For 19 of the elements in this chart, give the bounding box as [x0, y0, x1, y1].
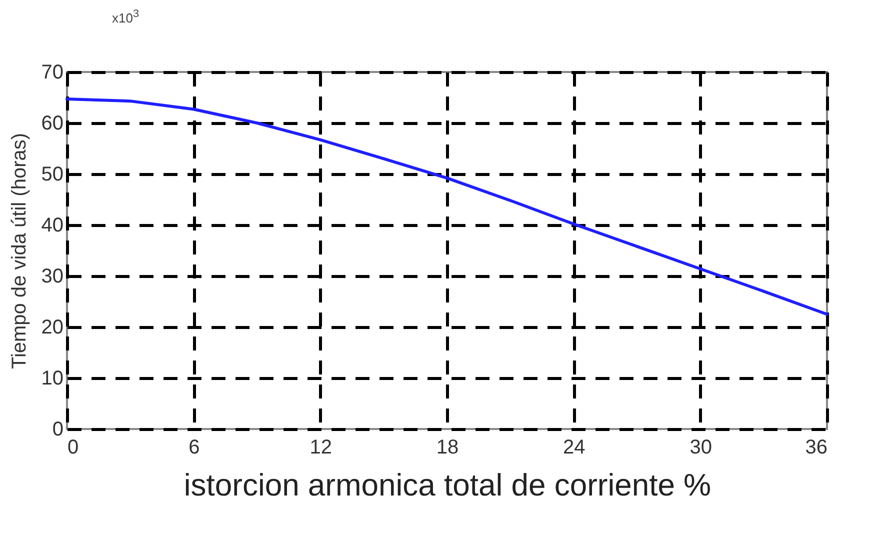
y-tick-label: 70 — [41, 62, 64, 84]
x-tick-label: 30 — [690, 436, 712, 458]
y-tick-label: 0 — [52, 418, 64, 440]
text: x10$^{3}$ — [112, 8, 139, 26]
x-tick-label: 36 — [805, 436, 828, 458]
x-tick-label: 24 — [563, 436, 586, 458]
y-tick-label: 20 — [41, 316, 64, 338]
y-tick-label: 30 — [41, 266, 64, 288]
y-tick-label: 50 — [41, 164, 64, 186]
x-tick-label: 6 — [188, 436, 200, 458]
x-tick-label: 0 — [68, 436, 79, 458]
y-tick-label: 60 — [41, 112, 64, 134]
x-axis-title: istorcion armonica total de corriente % — [184, 468, 712, 502]
x-tick-label: 12 — [310, 436, 332, 458]
line-series — [66, 98, 828, 316]
x-tick-label: 18 — [436, 436, 459, 458]
y-tick-label: 10 — [41, 368, 64, 390]
y-tick-label: 40 — [41, 214, 64, 236]
y-axis-title: Tiempo de vida útil (horas) — [8, 132, 30, 370]
